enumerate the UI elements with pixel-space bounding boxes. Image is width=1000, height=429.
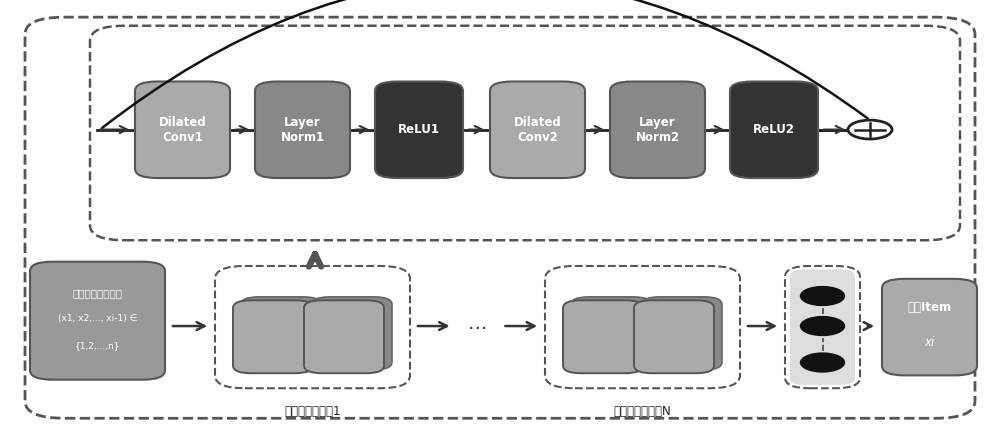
- Text: ReLU1: ReLU1: [398, 123, 440, 136]
- Text: …: …: [468, 314, 487, 333]
- Text: (x1, x2,..., xi-1) ∈: (x1, x2,..., xi-1) ∈: [58, 314, 137, 323]
- Text: Layer
Norm2: Layer Norm2: [635, 116, 680, 144]
- Circle shape: [800, 317, 844, 335]
- FancyBboxPatch shape: [730, 82, 818, 178]
- FancyBboxPatch shape: [255, 82, 350, 178]
- FancyBboxPatch shape: [312, 297, 392, 370]
- Text: 用户历史浏览序列: 用户历史浏览序列: [72, 288, 122, 298]
- FancyBboxPatch shape: [135, 82, 230, 178]
- FancyBboxPatch shape: [571, 297, 651, 370]
- Text: xi: xi: [924, 335, 935, 349]
- FancyBboxPatch shape: [490, 82, 585, 178]
- FancyBboxPatch shape: [563, 300, 643, 373]
- FancyBboxPatch shape: [30, 262, 165, 380]
- Text: Dilated
Conv1: Dilated Conv1: [159, 116, 206, 144]
- FancyBboxPatch shape: [642, 297, 722, 370]
- Circle shape: [848, 120, 892, 139]
- Circle shape: [800, 353, 844, 372]
- Circle shape: [800, 287, 844, 305]
- Text: Layer
Norm1: Layer Norm1: [280, 116, 325, 144]
- FancyBboxPatch shape: [304, 300, 384, 373]
- FancyBboxPatch shape: [241, 297, 321, 370]
- FancyBboxPatch shape: [610, 82, 705, 178]
- FancyBboxPatch shape: [634, 300, 714, 373]
- FancyBboxPatch shape: [375, 82, 463, 178]
- Text: 预测Item: 预测Item: [907, 301, 952, 314]
- FancyBboxPatch shape: [790, 269, 855, 385]
- FancyBboxPatch shape: [233, 300, 313, 373]
- Text: 空洞卷积残差块1: 空洞卷积残差块1: [284, 405, 341, 418]
- Text: {1,2,...,n}: {1,2,...,n}: [75, 341, 120, 350]
- Text: 空洞卷积残差块N: 空洞卷积残差块N: [614, 405, 671, 418]
- Text: ReLU2: ReLU2: [753, 123, 795, 136]
- FancyBboxPatch shape: [882, 279, 977, 375]
- Text: Dilated
Conv2: Dilated Conv2: [514, 116, 561, 144]
